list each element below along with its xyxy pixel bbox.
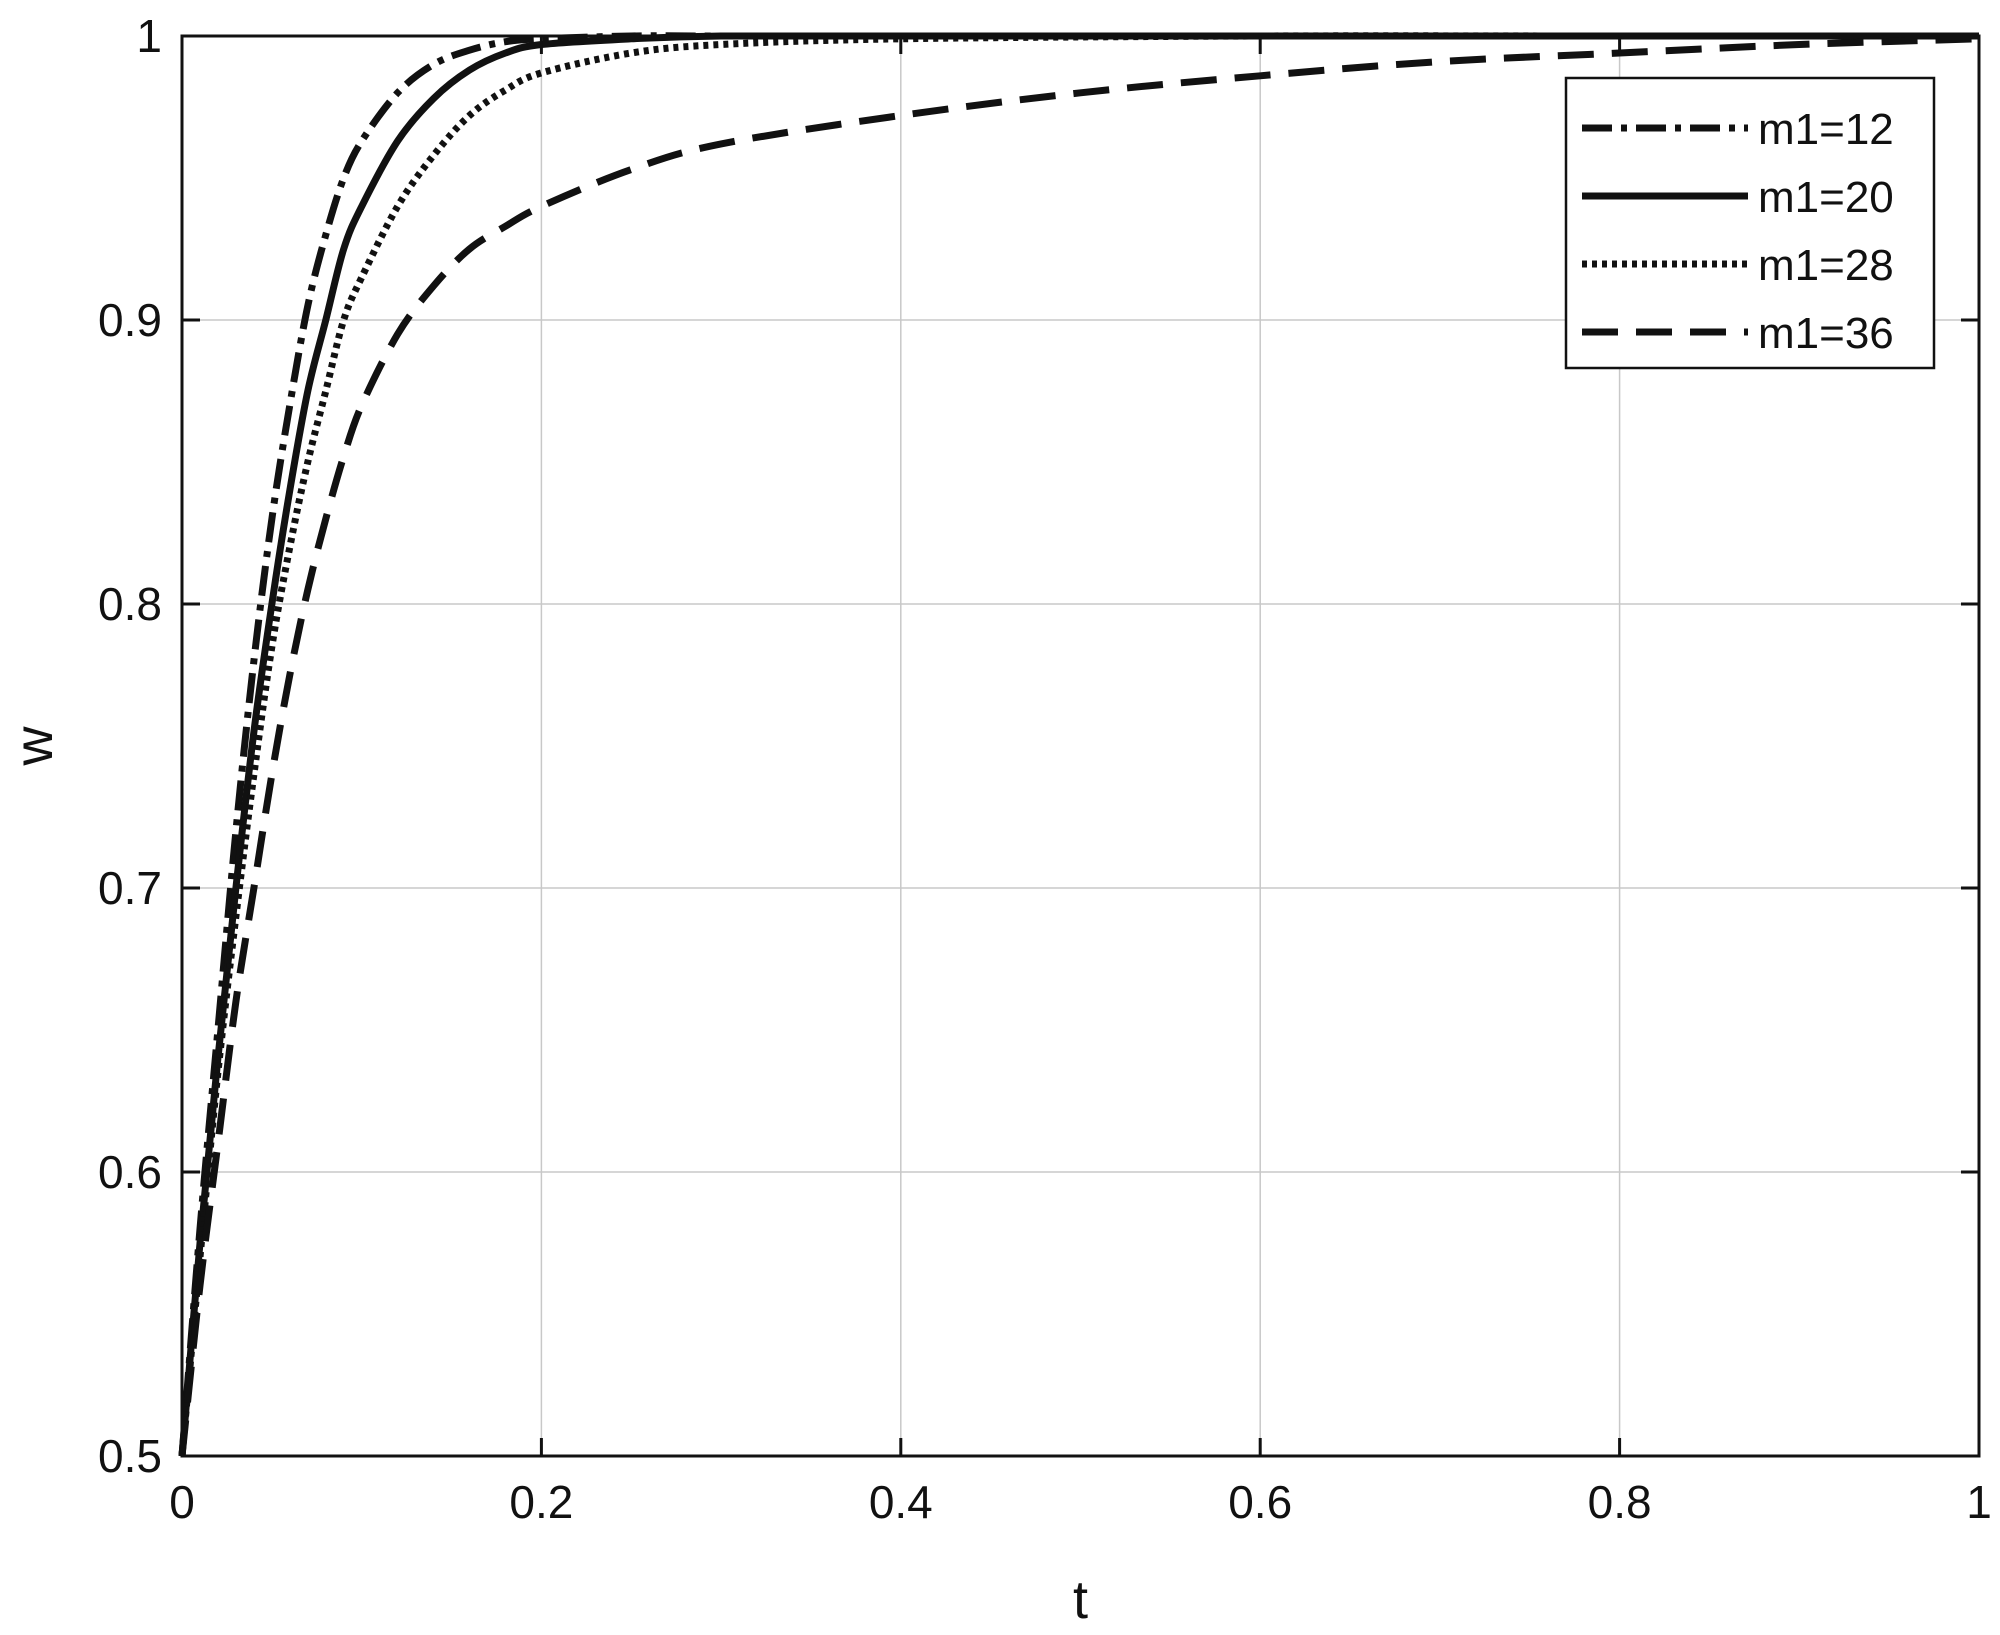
y-tick-label: 1 — [136, 10, 162, 62]
plot-frame — [180, 34, 1981, 1458]
legend-label: m1=28 — [1758, 241, 1894, 290]
legend-label: m1=20 — [1758, 173, 1894, 222]
x-axis-label: t — [1073, 1570, 1088, 1630]
y-axis-label: w — [4, 726, 64, 767]
y-tick-label: 0.5 — [98, 1430, 162, 1482]
x-tick-label: 0.6 — [1228, 1476, 1292, 1528]
y-tick-label: 0.6 — [98, 1146, 162, 1198]
x-tick-label: 0.8 — [1588, 1476, 1652, 1528]
legend: m1=12 m1=20 m1=28 m1=36 — [1564, 76, 1936, 370]
series-line-m1-36 — [178, 35, 1980, 1457]
x-tick-label: 0 — [169, 1476, 195, 1528]
y-tick-label: 0.7 — [98, 862, 162, 914]
y-tick-label: 0.8 — [98, 578, 162, 630]
x-tick-labels: 0 0.2 0.4 0.6 0.8 1 — [169, 1476, 1992, 1528]
legend-label: m1=36 — [1758, 309, 1894, 358]
legend-box — [1564, 76, 1936, 370]
x-tick-label: 1 — [1966, 1476, 1992, 1528]
legend-label: m1=12 — [1758, 105, 1894, 154]
tick-marks — [180, 34, 1981, 1458]
x-tick-label: 0.2 — [509, 1476, 573, 1528]
series-line-m1-12 — [178, 32, 1979, 1457]
y-tick-labels: 0.5 0.6 0.7 0.8 0.9 1 — [98, 10, 162, 1482]
y-tick-label: 0.9 — [98, 294, 162, 346]
x-tick-label: 0.4 — [869, 1476, 933, 1528]
